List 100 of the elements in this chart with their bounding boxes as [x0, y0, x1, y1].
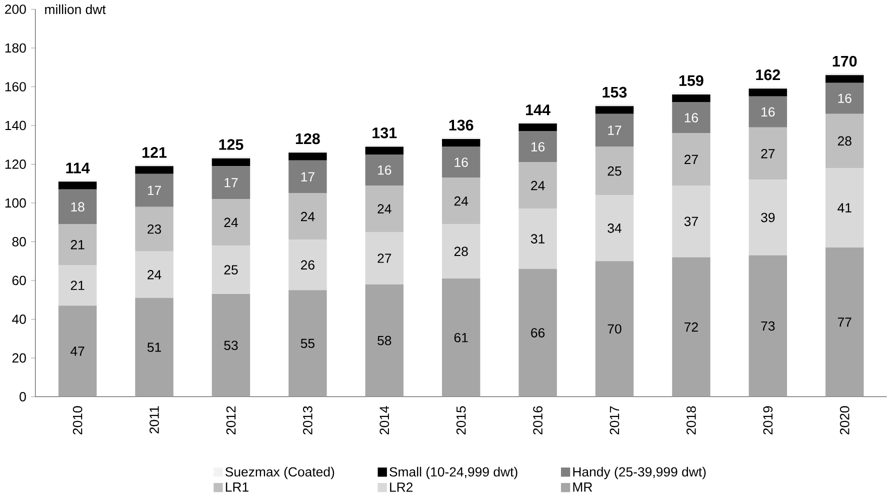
bar — [825, 82, 864, 114]
bar — [748, 128, 788, 180]
data-label: 21 — [70, 280, 84, 290]
data-label: 27 — [378, 254, 392, 263]
data-label: 16 — [838, 94, 852, 104]
bar — [135, 298, 174, 397]
data-label: 70 — [608, 324, 622, 334]
data-label: 66 — [531, 328, 545, 338]
data-label: 41 — [838, 203, 852, 212]
data-label: 25 — [608, 166, 622, 176]
bar — [748, 88, 788, 97]
bar — [595, 261, 634, 397]
data-label: 34 — [608, 224, 622, 233]
bar — [825, 114, 864, 168]
y-tick-label: 0 — [20, 392, 26, 402]
y-tick-label: 40 — [12, 314, 26, 324]
bar — [442, 178, 480, 224]
bar — [212, 246, 250, 294]
data-label: 58 — [378, 336, 392, 346]
total-label: 125 — [219, 139, 244, 150]
bar — [288, 152, 327, 160]
data-label: 17 — [608, 126, 622, 135]
bar — [825, 75, 864, 83]
total-label: 128 — [296, 133, 320, 144]
data-label: 61 — [454, 333, 468, 342]
bar — [288, 160, 327, 194]
total-label: 159 — [679, 75, 704, 86]
x-tick-label: 2020 — [840, 406, 850, 434]
legend-label: Suezmax (Coated) — [225, 466, 334, 480]
data-label: 16 — [684, 113, 698, 123]
y-axis-title: million dwt — [45, 4, 106, 14]
data-label: 26 — [301, 260, 314, 270]
legend-label: LR1 — [226, 482, 248, 492]
bar — [442, 224, 480, 279]
bar — [442, 146, 480, 178]
bar — [442, 139, 480, 147]
data-label: 28 — [454, 246, 468, 256]
data-label: 24 — [224, 218, 238, 228]
bar — [518, 208, 557, 269]
bar — [748, 96, 788, 128]
data-label: 72 — [684, 322, 698, 332]
data-label: 53 — [224, 340, 238, 350]
total-label: 153 — [602, 86, 627, 98]
y-tick-label: 140 — [5, 120, 26, 130]
bar — [595, 114, 634, 147]
bar — [212, 166, 250, 200]
data-label: 24 — [301, 212, 315, 222]
data-label: 24 — [378, 204, 392, 214]
data-label: 27 — [761, 149, 775, 158]
x-tick-label: 2016 — [533, 406, 542, 434]
bar — [825, 168, 864, 248]
bar — [135, 252, 174, 298]
bar — [672, 186, 710, 258]
data-label: 77 — [838, 318, 852, 327]
bar — [365, 186, 404, 232]
bar — [135, 174, 174, 207]
data-label: 17 — [148, 186, 161, 196]
data-label: 24 — [531, 181, 545, 190]
y-tick-label: 200 — [5, 4, 26, 14]
y-tick-label: 160 — [5, 82, 26, 92]
bar — [365, 284, 404, 397]
bar — [518, 124, 557, 132]
legend-label: MR — [573, 482, 592, 492]
bar — [365, 232, 404, 284]
bar — [135, 206, 174, 252]
bar — [58, 224, 97, 266]
total-label: 170 — [832, 56, 857, 67]
x-tick-label: 2019 — [763, 406, 773, 434]
data-label: 16 — [454, 158, 468, 168]
y-tick-label: 100 — [5, 198, 26, 208]
bar — [58, 265, 97, 306]
x-tick-label: 2013 — [303, 406, 312, 434]
total-label: 114 — [66, 162, 90, 174]
x-tick-label: 2018 — [686, 406, 696, 434]
total-label: 144 — [526, 104, 550, 116]
total-label: 162 — [756, 70, 780, 80]
bar — [288, 193, 327, 240]
data-label: 16 — [531, 142, 545, 152]
y-tick-label: 20 — [12, 353, 26, 363]
data-label: 24 — [148, 270, 162, 280]
y-tick-label: 180 — [5, 43, 26, 53]
bar — [365, 146, 404, 155]
bar — [672, 94, 710, 102]
legend-label: LR2 — [390, 482, 413, 492]
bar — [58, 190, 97, 224]
x-tick-label: 2015 — [456, 406, 466, 434]
x-tick-label: 2014 — [380, 406, 390, 434]
data-label: 28 — [838, 136, 852, 146]
data-label: 21 — [70, 240, 84, 250]
data-label: 39 — [761, 212, 775, 222]
x-tick-label: 2012 — [226, 406, 236, 434]
bar — [442, 278, 480, 397]
data-label: 16 — [378, 165, 392, 175]
y-tick-label: 80 — [12, 237, 26, 247]
data-label: 73 — [761, 321, 775, 331]
bar — [58, 306, 97, 397]
bar — [595, 195, 634, 262]
y-tick-label: 60 — [12, 276, 26, 286]
bar — [288, 290, 327, 397]
legend-label: Handy (25-39,999 dwt) — [573, 466, 706, 480]
